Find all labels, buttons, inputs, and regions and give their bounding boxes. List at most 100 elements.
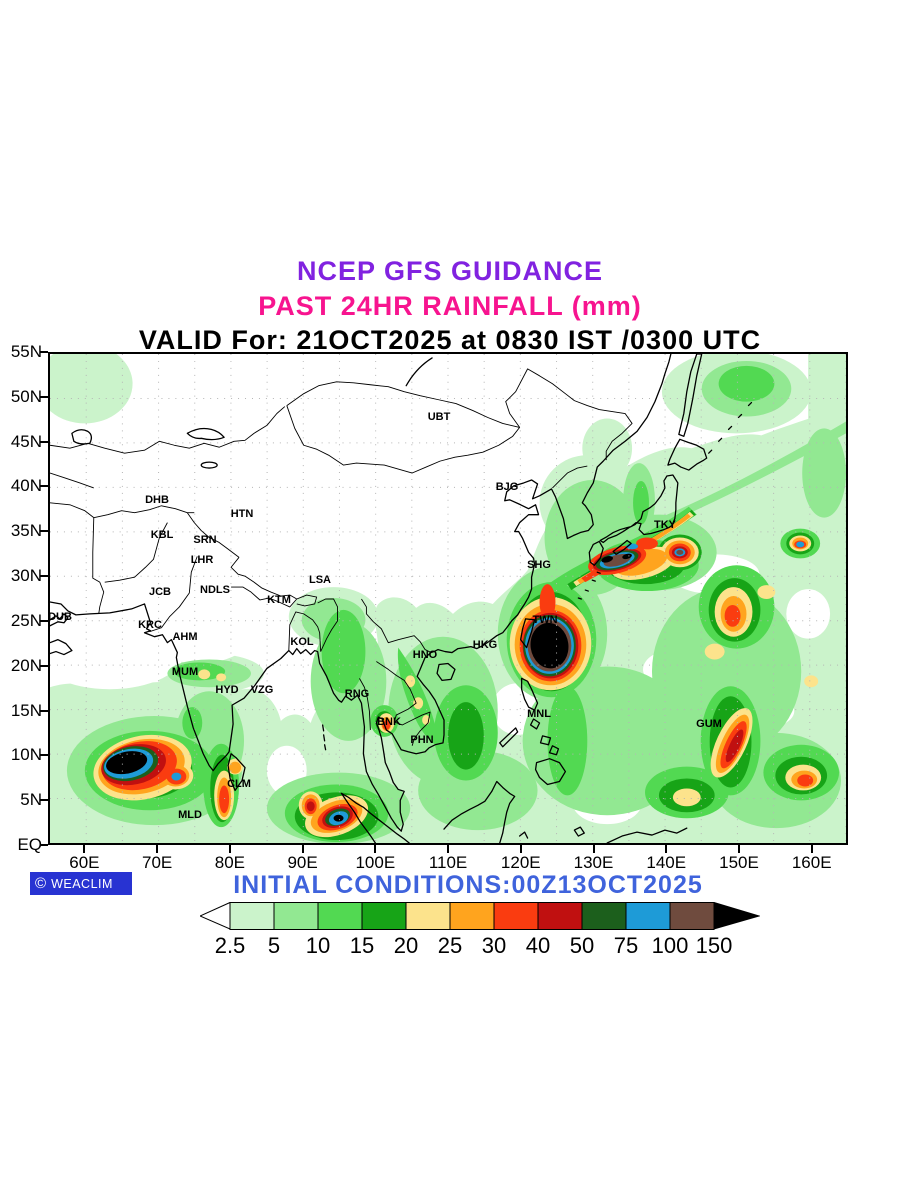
colorbar-tick-label: 40 xyxy=(525,933,551,958)
lat-tick-label: 40N xyxy=(10,476,42,496)
lat-tick-mark xyxy=(40,485,48,488)
colorbar-tick-label: 50 xyxy=(569,933,595,958)
city-label: PHN xyxy=(410,734,434,746)
lon-tick-mark xyxy=(665,845,668,853)
city-label: HNO xyxy=(412,649,438,661)
city-label: KRC xyxy=(138,619,162,631)
lat-tick-mark xyxy=(40,619,48,622)
lat-tick-mark xyxy=(40,844,48,846)
lon-tick-mark xyxy=(519,845,522,853)
colorbar-segment xyxy=(625,902,671,930)
city-label: BJG xyxy=(495,481,519,493)
city-label: KOL xyxy=(290,636,314,648)
lon-tick-mark xyxy=(810,845,813,853)
city-label: GUM xyxy=(696,718,722,730)
lat-tick-label: 10N xyxy=(10,745,42,765)
lat-tick-label: 5N xyxy=(20,790,42,810)
lon-tick-label: 70E xyxy=(142,853,173,872)
colorbar-tick-label: 150 xyxy=(695,933,733,958)
city-label: HKG xyxy=(472,639,498,651)
lat-tick-mark xyxy=(40,395,48,398)
city-label: TKY xyxy=(654,519,676,531)
city-label: TWN xyxy=(532,614,558,626)
lat-tick-label: 25N xyxy=(10,610,42,630)
map-canvas: UBT BJG DHB HTN KBL SRN LHR NDLS JCB KTM LSA DUB KRC… xyxy=(48,352,848,845)
city-label: RNG xyxy=(344,688,370,700)
grid-lines xyxy=(50,354,846,843)
colorbar-tick-label: 15 xyxy=(349,933,375,958)
city-label: MNL xyxy=(527,708,551,720)
lat-tick-label: 20N xyxy=(10,655,42,675)
colorbar-segment xyxy=(361,902,407,930)
coastlines xyxy=(50,354,753,843)
city-label: MLD xyxy=(178,809,202,821)
colorbar-tick-label: 30 xyxy=(481,933,507,958)
lat-tick-mark xyxy=(40,530,48,533)
country-borders xyxy=(50,368,633,746)
lon-tick-label: 130E xyxy=(573,853,614,872)
lon-tick-label: 160E xyxy=(791,853,832,872)
lat-tick-mark xyxy=(40,575,48,578)
lat-tick-label: 35N xyxy=(10,521,42,541)
city-label: LSA xyxy=(309,574,331,586)
colorbar-segment xyxy=(317,902,363,930)
colorbar-tick-label: 20 xyxy=(393,933,419,958)
colorbar-segment xyxy=(273,902,319,930)
colorbar-segment xyxy=(669,902,715,930)
colorbar-right-arrow xyxy=(713,901,761,930)
lon-tick-label: 150E xyxy=(719,853,759,872)
lat-tick-mark xyxy=(40,799,48,802)
colorbar-segment xyxy=(581,902,627,930)
lon-tick-mark xyxy=(374,845,377,853)
city-label: KTM xyxy=(267,594,291,606)
lat-tick-mark xyxy=(40,709,48,712)
colorbar-segment xyxy=(229,902,275,930)
colorbar-tick-label: 100 xyxy=(651,933,689,958)
colorbar-segment xyxy=(405,902,451,930)
rainfall-map-svg xyxy=(50,354,846,843)
city-label: DUB xyxy=(48,611,72,623)
lat-tick-label: 30N xyxy=(10,566,42,586)
page-title: NCEP GFS GUIDANCE xyxy=(296,256,604,286)
lat-tick-label: 50N xyxy=(10,386,42,406)
city-label: DHB xyxy=(145,494,169,506)
lat-tick-mark xyxy=(40,351,48,353)
colorbar-segment xyxy=(493,902,539,930)
city-label: CLM xyxy=(227,778,251,790)
lon-tick-mark xyxy=(737,845,740,853)
city-label: SHG xyxy=(527,559,551,571)
city-label: LHR xyxy=(190,554,214,566)
lat-tick-mark xyxy=(40,754,48,757)
valid-time-line: VALID For: 21OCT2025 at 0830 IST /0300 U… xyxy=(138,325,762,355)
lat-tick-label: 55N xyxy=(10,342,42,361)
lon-tick-label: 60E xyxy=(69,853,100,872)
city-label: BNK xyxy=(377,716,401,728)
weaclim-brand-label: WEACLIM xyxy=(51,876,113,891)
rainfall-colorbar: 2.5 5 10 15 20 25 30 40 50 75 100 150 xyxy=(198,901,761,962)
lon-tick-label: 80E xyxy=(214,853,245,872)
colorbar-tick-label: 75 xyxy=(613,933,639,958)
lon-tick-mark xyxy=(228,845,231,853)
colorbar-segment xyxy=(537,902,583,930)
lat-tick-mark xyxy=(40,664,48,667)
initial-conditions-text: INITIAL CONDITIONS:00Z13OCT2025 xyxy=(233,871,703,899)
lon-tick-label: 90E xyxy=(287,853,318,872)
page-subtitle: PAST 24HR RAINFALL (mm) xyxy=(258,291,642,321)
city-label: JCB xyxy=(148,586,172,598)
lon-tick-mark xyxy=(447,845,450,853)
lat-tick-label: 15N xyxy=(10,700,42,720)
colorbar-tick-label: 10 xyxy=(305,933,331,958)
city-label: NDLS xyxy=(200,584,230,596)
copyright-icon: © xyxy=(35,875,47,892)
city-label: UBT xyxy=(427,411,451,423)
lon-tick-label: 100E xyxy=(355,853,396,872)
city-label: HYD xyxy=(215,684,239,696)
lon-tick-mark xyxy=(301,845,304,853)
colorbar-tick-label: 25 xyxy=(437,933,463,958)
lon-tick-label: 120E xyxy=(500,853,541,872)
city-label: VZG xyxy=(250,684,274,696)
lat-tick-label: EQ xyxy=(17,835,42,854)
city-label: MUM xyxy=(171,666,199,678)
lon-tick-label: 140E xyxy=(646,853,687,872)
